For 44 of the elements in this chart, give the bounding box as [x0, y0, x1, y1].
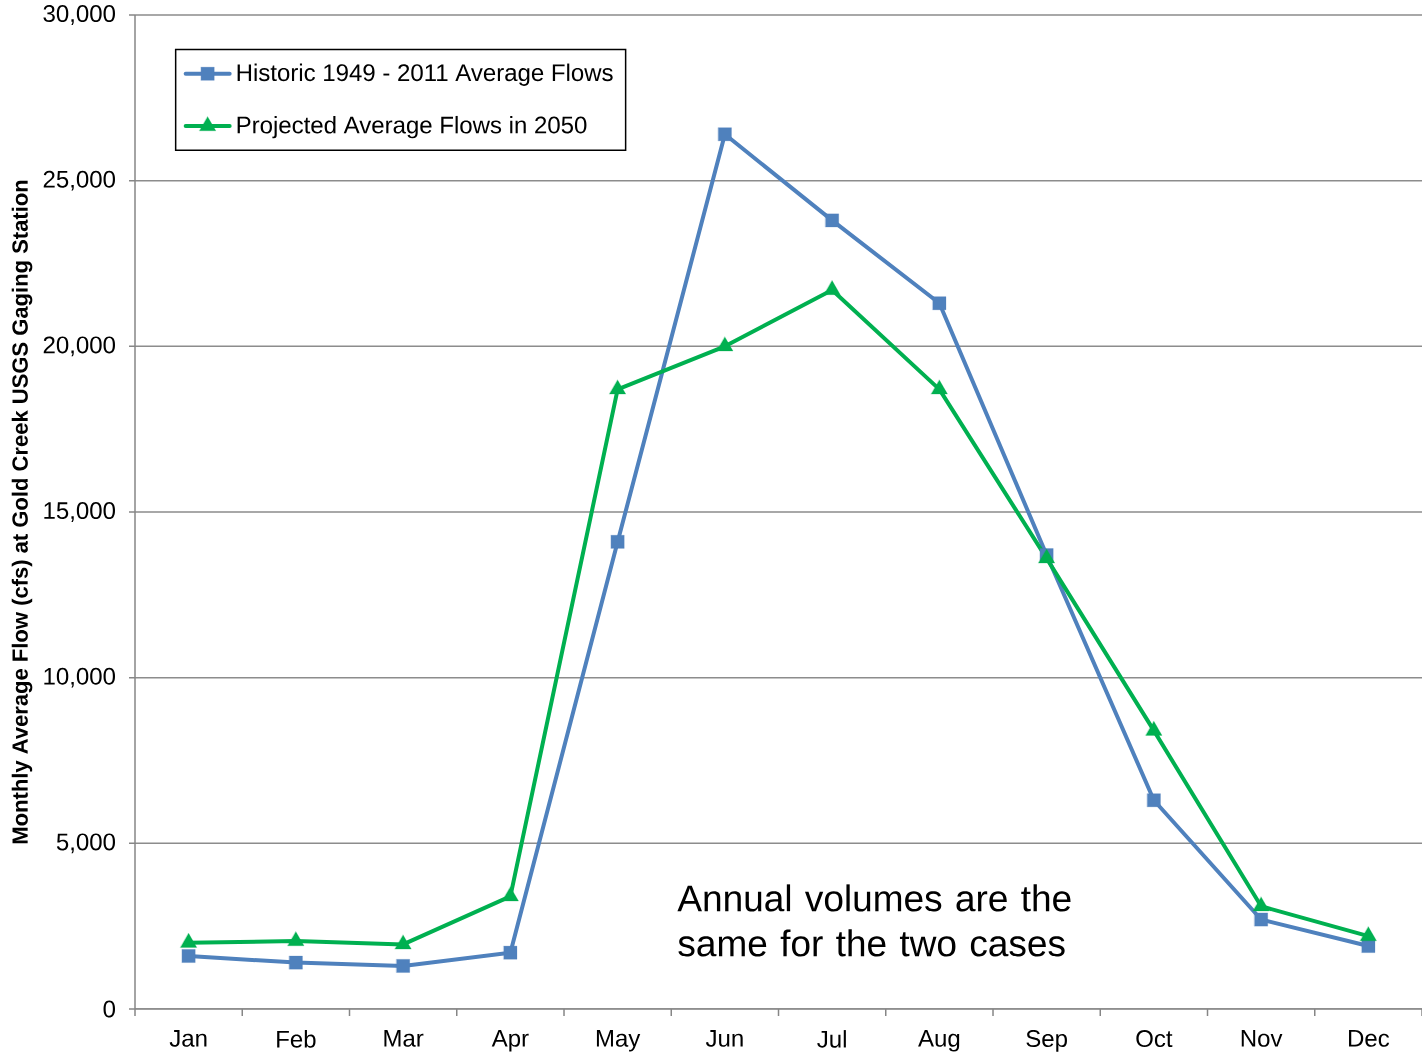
point — [610, 535, 625, 549]
x-tick-label: Mar — [384, 1030, 424, 1047]
point — [1145, 721, 1163, 736]
legend-label: Historic 1949 - 2011 Average Flows — [237, 63, 613, 86]
y-tick-label: 20,000 — [43, 336, 115, 357]
y-tick-label: 30,000 — [43, 5, 115, 25]
x-tick-label: Oct — [1136, 1030, 1173, 1048]
y-tick-label: 0 — [103, 1000, 116, 1018]
legend-label: Projected Average Flows in 2050 — [237, 115, 587, 139]
x-tick-label: Dec — [1349, 1030, 1390, 1047]
y-tick-label: 5,000 — [56, 833, 116, 854]
point — [180, 933, 197, 948]
y-tick-label: 25,000 — [43, 170, 115, 191]
point — [1254, 912, 1268, 927]
x-tick-label: Feb — [277, 1030, 316, 1048]
point — [718, 127, 732, 141]
point — [503, 945, 518, 960]
x-tick-label: May — [596, 1030, 641, 1052]
x-tick-label: Jan — [169, 1030, 207, 1047]
y-axis-title: Monthly Average Flow (cfs) at Gold Creek USGS Gaging Station — [11, 180, 33, 844]
x-tick-label: Aug — [918, 1030, 960, 1052]
x-tick-label: Jun — [705, 1030, 743, 1047]
point — [1252, 896, 1270, 912]
point — [287, 931, 305, 946]
point — [394, 934, 412, 950]
x-tick-label: Nov — [1241, 1030, 1283, 1047]
point — [716, 336, 734, 352]
y-tick-label: 10,000 — [44, 667, 115, 688]
x-tick-label: Jul — [817, 1030, 846, 1048]
point — [289, 955, 303, 970]
point — [181, 949, 196, 963]
point — [1147, 793, 1161, 807]
point — [502, 886, 519, 902]
point — [825, 213, 839, 228]
point — [396, 959, 410, 973]
y-tick-label: 15,000 — [44, 502, 115, 522]
point — [823, 280, 841, 295]
point — [931, 379, 948, 395]
annotation: Annual volumes are the same for the two cases — [677, 884, 1071, 957]
point — [932, 296, 947, 310]
point — [609, 379, 626, 395]
x-tick-label: Sep — [1026, 1030, 1067, 1052]
x-tick-label: Apr — [491, 1030, 529, 1052]
point — [1360, 926, 1377, 941]
